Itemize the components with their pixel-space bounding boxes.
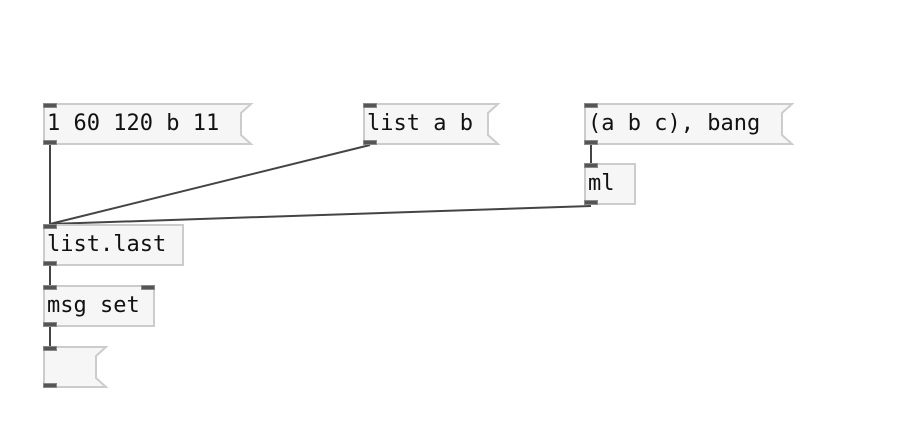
message-box-empty[interactable]	[43, 346, 109, 388]
message-inlet[interactable]	[43, 103, 57, 108]
object-box-list-last[interactable]: list.last	[43, 224, 184, 266]
object-outlet[interactable]	[584, 200, 598, 205]
object-outlet[interactable]	[43, 322, 57, 327]
message-inlet[interactable]	[363, 103, 377, 108]
cord-ml-to-list-last[interactable]	[49, 205, 592, 225]
message-text: (a b c), bang	[588, 111, 761, 136]
message-inlet[interactable]	[43, 346, 57, 351]
object-inlet-left[interactable]	[43, 285, 57, 290]
message-text: list a b	[367, 111, 473, 136]
object-outlet[interactable]	[43, 261, 57, 266]
object-text: list.last	[47, 232, 167, 257]
message-outlet[interactable]	[584, 140, 598, 145]
message-box-numbers[interactable]: 1 60 120 b 11	[43, 103, 254, 145]
message-box-list-ab[interactable]: list a b	[363, 103, 501, 145]
object-box-ml[interactable]: ml	[584, 163, 636, 205]
object-text: ml	[588, 171, 615, 196]
message-text: 1 60 120 b 11	[47, 111, 220, 136]
message-inlet[interactable]	[584, 103, 598, 108]
message-box-flag-shape	[43, 346, 109, 388]
object-inlet[interactable]	[584, 163, 598, 168]
object-inlet[interactable]	[43, 224, 57, 229]
message-outlet[interactable]	[363, 140, 377, 145]
message-outlet[interactable]	[43, 140, 57, 145]
object-box-msg-set[interactable]: msg set	[43, 285, 155, 327]
object-inlet-right[interactable]	[141, 285, 155, 290]
message-outlet[interactable]	[43, 383, 57, 388]
cord-list-ab-to-list-last[interactable]	[49, 144, 371, 225]
message-box-abc-bang[interactable]: (a b c), bang	[584, 103, 795, 145]
object-text: msg set	[47, 293, 140, 318]
